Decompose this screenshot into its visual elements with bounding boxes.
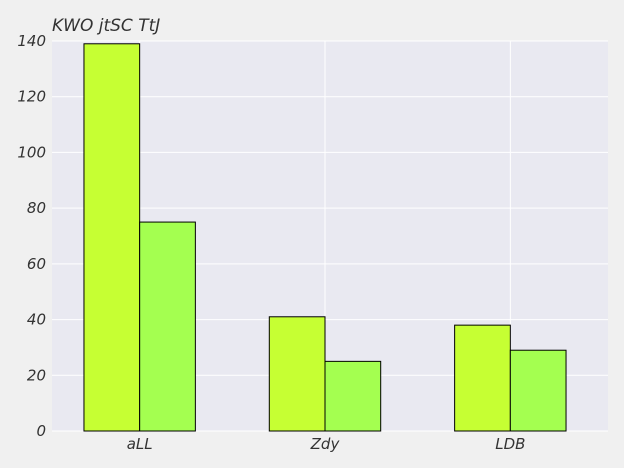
y-tick-label: 100: [17, 143, 46, 161]
y-tick-label: 140: [17, 32, 46, 50]
bar-LDB-series-2: [509, 349, 567, 432]
y-tick-label: 40: [27, 311, 46, 329]
y-tick-label: 60: [27, 255, 46, 273]
y-tick-label: 80: [27, 199, 46, 217]
x-tick-label: LDB: [495, 435, 525, 453]
x-tick-label: aLL: [127, 435, 153, 453]
x-axis: aLL Zdy LDB: [127, 435, 526, 453]
x-tick-label: Zdy: [310, 435, 341, 453]
bar-Zdy-series-2: [324, 360, 382, 432]
y-tick-label: 20: [27, 366, 46, 384]
bar-group: [83, 43, 567, 432]
bar-aLL-series-1: [83, 43, 141, 432]
bar-Zdy-series-1: [268, 316, 326, 432]
bar-aLL-series-2: [139, 221, 196, 432]
bar-LDB-series-1: [454, 324, 511, 432]
y-tick-label: 0: [36, 422, 46, 440]
chart-title: KWO jtSC TtJ: [52, 16, 160, 36]
y-axis: 0 20 40 60 80 100 120 140: [17, 32, 46, 440]
y-tick-label: 120: [17, 88, 46, 106]
